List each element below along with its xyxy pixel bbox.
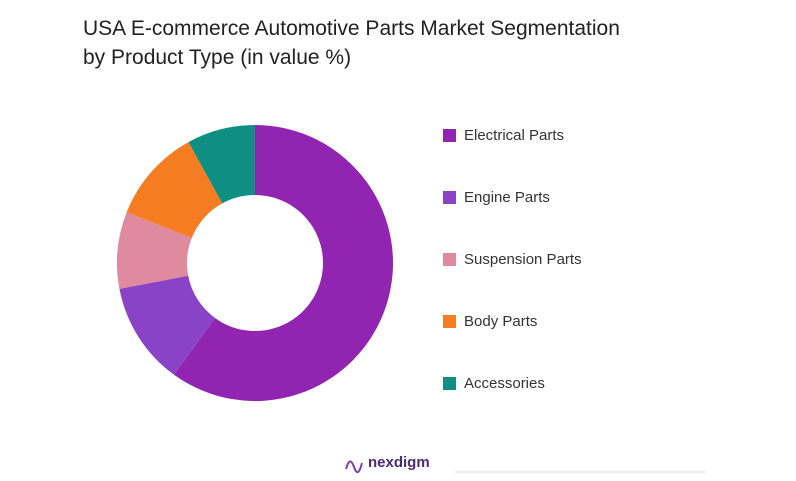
donut-slice	[126, 142, 223, 238]
donut-slice	[119, 275, 216, 375]
legend-label: Accessories	[464, 375, 545, 392]
legend-swatch	[443, 253, 456, 266]
donut-slice	[188, 125, 255, 204]
legend-label: Body Parts	[464, 313, 537, 330]
logo: nexdigm	[345, 454, 706, 474]
legend-swatch	[443, 191, 456, 204]
legend-label: Electrical Parts	[464, 127, 564, 144]
chart-title: USA E-commerce Automotive Parts Market S…	[83, 17, 620, 69]
donut-slice	[173, 125, 393, 401]
donut-slice	[117, 212, 192, 289]
legend-label: Engine Parts	[464, 189, 550, 206]
legend-swatch	[443, 377, 456, 390]
logo-text: nexdigm	[368, 454, 430, 471]
legend-label: Suspension Parts	[464, 251, 582, 268]
legend-swatch	[443, 315, 456, 328]
logo-icon	[345, 460, 363, 474]
legend-swatch	[443, 129, 456, 142]
